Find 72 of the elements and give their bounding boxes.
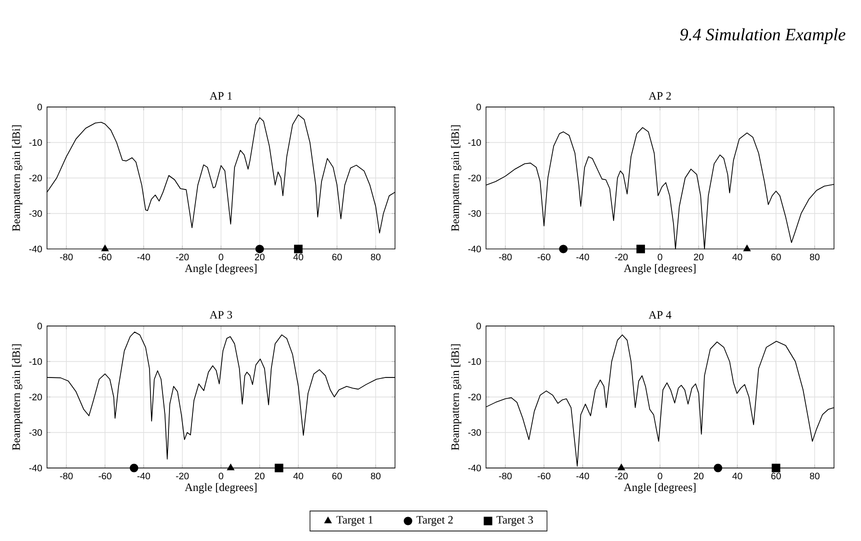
text: 9.4 Simulation Example — [680, 28, 846, 44]
x-tick-label: -20 — [176, 254, 189, 260]
legend-label: Target 2 — [416, 516, 453, 526]
y-tick-label: 0 — [37, 322, 42, 330]
y-tick-label: -30 — [29, 210, 42, 217]
y-tick-label: -40 — [468, 464, 481, 472]
y-tick-label: -30 — [29, 429, 42, 436]
x-tick-label: -20 — [615, 254, 628, 260]
y-axis-title: Beampattern gain [dBi] — [451, 125, 462, 232]
x-tick-label: 60 — [771, 472, 781, 480]
y-tick-label: -20 — [29, 174, 42, 182]
x-tick-label: 40 — [293, 254, 304, 260]
chart-title: AP 2 — [648, 92, 671, 100]
y-axis-title: Beampattern gain [dBi] — [451, 344, 462, 450]
x-tick-label: 0 — [658, 472, 662, 480]
x-tick-label: 40 — [732, 254, 742, 260]
x-tick-label: 20 — [694, 472, 704, 480]
y-tick-label: -30 — [468, 210, 481, 217]
x-tick-label: 80 — [370, 254, 381, 260]
y-tick-label: 0 — [37, 104, 42, 110]
y-tick-label: 0 — [476, 104, 481, 110]
legend-label: Target 1 — [336, 516, 373, 526]
x-tick-label: 80 — [370, 472, 381, 480]
x-tick-label: -60 — [538, 472, 550, 480]
x-tick-label: -80 — [60, 472, 73, 480]
x-tick-label: 0 — [218, 472, 224, 480]
x-tick-label: -80 — [499, 472, 512, 480]
chart-title: AP 3 — [210, 310, 232, 319]
x-axis-title: Angle [degrees] — [624, 483, 696, 494]
y-tick-label: -20 — [468, 174, 481, 182]
x-tick-label: 20 — [694, 254, 704, 260]
y-tick-label: -10 — [468, 139, 481, 146]
y-tick-label: 0 — [476, 322, 481, 330]
x-tick-label: -40 — [576, 472, 590, 480]
x-tick-label: 40 — [732, 472, 742, 480]
x-axis-title: Angle [degrees] — [184, 483, 256, 494]
y-tick-label: -40 — [468, 246, 481, 252]
x-tick-label: 80 — [810, 254, 820, 260]
x-tick-label: -40 — [137, 254, 150, 260]
y-tick-label: -10 — [468, 358, 481, 365]
chart-title: AP 1 — [210, 92, 232, 100]
x-axis-title: Angle [degrees] — [184, 264, 256, 274]
legend-label: Target 3 — [496, 516, 533, 526]
x-tick-label: 80 — [810, 472, 820, 480]
y-tick-label: -10 — [29, 139, 42, 146]
x-tick-label: -60 — [538, 254, 550, 260]
y-tick-label: -20 — [468, 394, 481, 400]
x-tick-label: 0 — [658, 254, 662, 260]
y-tick-label: -10 — [29, 358, 42, 365]
y-tick-label: -30 — [468, 429, 481, 436]
chart-title: AP 4 — [648, 311, 672, 319]
x-tick-label: 0 — [218, 254, 224, 260]
x-tick-label: 60 — [332, 254, 342, 260]
y-tick-label: -40 — [29, 246, 42, 252]
x-tick-label: -80 — [60, 254, 73, 260]
x-tick-label: -40 — [576, 254, 590, 260]
x-tick-label: -60 — [98, 254, 112, 260]
x-tick-label: -20 — [615, 472, 628, 480]
x-axis-title: Angle [degrees] — [624, 264, 696, 274]
x-tick-label: -60 — [98, 472, 112, 480]
x-tick-label: 20 — [254, 254, 265, 260]
y-tick-label: -40 — [29, 464, 42, 472]
x-tick-label: -40 — [137, 472, 150, 480]
x-tick-label: 60 — [771, 254, 781, 260]
y-axis-title: Beampattern gain [dBi] — [12, 125, 22, 232]
y-tick-label: -20 — [29, 394, 42, 400]
y-axis-title: Beampattern gain [dBi] — [12, 344, 22, 450]
x-tick-label: 60 — [332, 472, 342, 480]
x-tick-label: -20 — [176, 472, 189, 480]
x-tick-label: 20 — [254, 472, 265, 480]
x-tick-label: -80 — [499, 254, 512, 260]
x-tick-label: 40 — [293, 472, 304, 480]
